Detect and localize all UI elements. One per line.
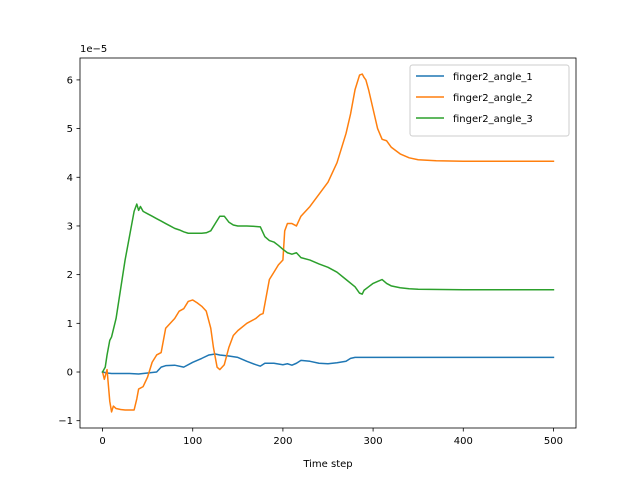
series-line-finger2_angle_3 <box>101 203 555 374</box>
x-axis-ticks: 0 100 200 300 400 500 <box>99 428 563 447</box>
series-line-finger2_angle_2 <box>101 73 555 413</box>
y-axis-ticks: −1 0 1 2 3 4 5 6 <box>58 75 80 427</box>
x-tick-label: 0 <box>99 436 105 447</box>
x-tick-label: 300 <box>364 436 383 447</box>
series-line-finger2_angle_1 <box>101 353 555 375</box>
legend-label-finger2_angle_3: finger2_angle_3 <box>453 114 533 125</box>
y-tick-label: 5 <box>67 124 73 135</box>
y-tick-label: 4 <box>67 173 73 184</box>
y-tick-label: 2 <box>67 270 73 281</box>
x-tick-label: 100 <box>183 436 202 447</box>
y-tick-label: 6 <box>67 75 73 86</box>
x-tick-label: 500 <box>544 436 563 447</box>
series-layer <box>101 73 555 413</box>
x-axis-label: Time step <box>302 459 352 470</box>
legend: finger2_angle_1 finger2_angle_2 finger2_an… <box>409 64 570 137</box>
y-tick-label: 0 <box>67 368 73 379</box>
legend-box <box>409 64 570 137</box>
x-tick-label: 400 <box>454 436 473 447</box>
legend-label-finger2_angle_1: finger2_angle_1 <box>453 72 533 83</box>
y-tick-label: 1 <box>67 319 73 330</box>
legend-label-finger2_angle_2: finger2_angle_2 <box>453 93 533 104</box>
y-tick-label: −1 <box>58 416 73 427</box>
y-tick-label: 3 <box>67 221 73 232</box>
x-tick-label: 200 <box>273 436 292 447</box>
axes-frame <box>79 57 577 429</box>
y-axis-offset-label: 1e−5 <box>80 44 107 55</box>
